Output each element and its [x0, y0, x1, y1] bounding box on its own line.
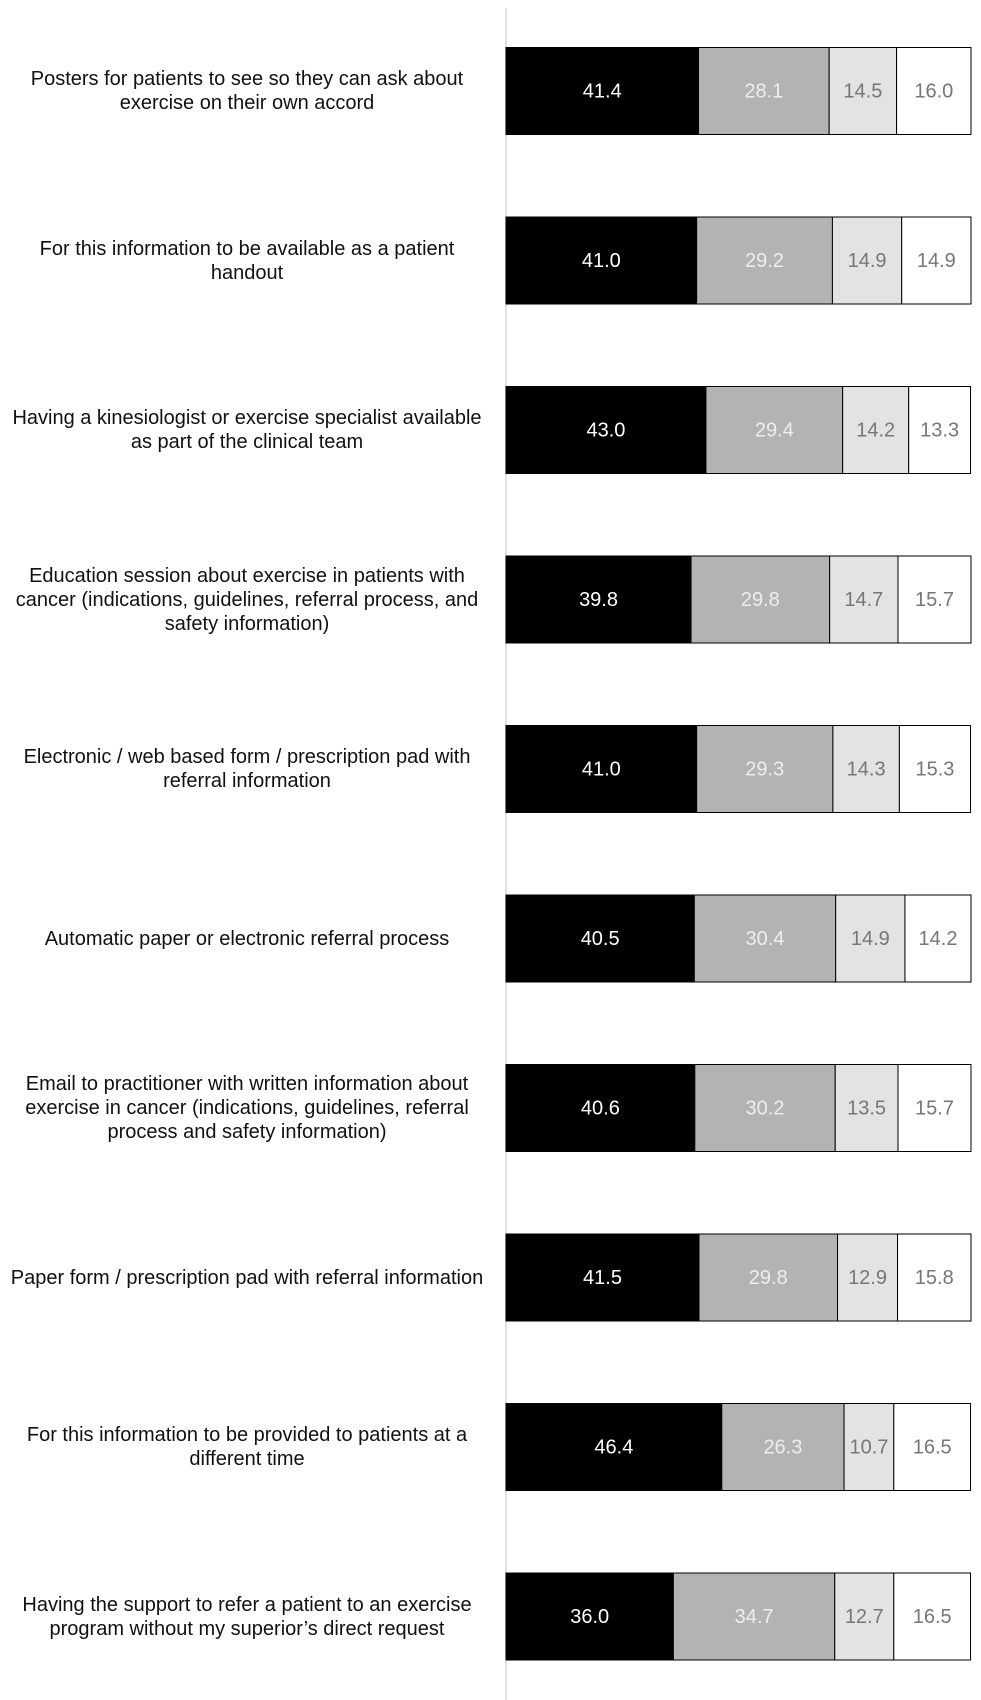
- bar-segment: [698, 1233, 839, 1322]
- bar-segment: [842, 386, 910, 474]
- value-label: 43.0: [587, 419, 626, 441]
- value-label: 15.3: [915, 758, 954, 780]
- bar-segment: [505, 216, 698, 305]
- value-label: 15.8: [915, 1267, 954, 1289]
- bar-segment: [901, 216, 972, 305]
- value-label: 41.0: [582, 758, 621, 780]
- category-label: Email to practitioner with written infor…: [25, 1073, 469, 1143]
- bar-segment: [505, 894, 695, 983]
- category-label: For this information to be provided to p…: [26, 1424, 468, 1470]
- bar-segment: [897, 1233, 972, 1322]
- bar-segment: [698, 47, 830, 135]
- bar-segment: [694, 1064, 836, 1152]
- value-label: 14.3: [847, 758, 886, 780]
- value-label: 34.7: [735, 1606, 774, 1628]
- bar-segment: [672, 1572, 836, 1661]
- value-label: 10.7: [849, 1436, 888, 1458]
- category-label: Having a kinesiologist or exercise speci…: [12, 407, 482, 453]
- value-label: 30.4: [746, 928, 785, 950]
- value-label: 40.6: [581, 1097, 620, 1119]
- bar-segment: [690, 555, 831, 644]
- value-label: 14.2: [856, 419, 895, 441]
- bar-segment: [828, 47, 898, 135]
- bar-segment: [505, 1403, 723, 1491]
- bar-segment: [897, 555, 972, 644]
- bar-segment: [505, 386, 707, 474]
- bar-segment: [693, 894, 837, 983]
- bar-segment: [896, 47, 972, 135]
- value-label: 30.2: [746, 1097, 785, 1119]
- value-label: 15.7: [915, 1097, 954, 1119]
- value-label: 26.3: [763, 1436, 802, 1458]
- bar-segment: [829, 555, 899, 644]
- value-label: 41.5: [583, 1267, 622, 1289]
- value-label: 16.5: [913, 1436, 952, 1458]
- value-label: 29.3: [745, 758, 784, 780]
- bar-segment: [835, 894, 906, 983]
- value-label: 39.8: [579, 589, 618, 611]
- value-label: 29.4: [755, 419, 794, 441]
- value-label: 29.8: [749, 1267, 788, 1289]
- bar-segment: [893, 1403, 972, 1491]
- bar-segment: [705, 386, 844, 474]
- value-label: 14.2: [919, 928, 958, 950]
- value-label: 41.4: [583, 80, 622, 102]
- value-label: 12.9: [848, 1267, 887, 1289]
- value-label: 12.7: [845, 1606, 884, 1628]
- bar-segment: [696, 216, 833, 305]
- bar-segment: [832, 725, 900, 813]
- bar-segment: [834, 1064, 899, 1152]
- value-label: 14.9: [917, 250, 956, 272]
- value-label: 46.4: [594, 1436, 633, 1458]
- value-label: 28.1: [744, 80, 783, 102]
- bar-segment: [505, 555, 692, 644]
- value-label: 14.9: [851, 928, 890, 950]
- category-label: Having the support to refer a patient to…: [22, 1593, 472, 1640]
- value-label: 15.7: [915, 589, 954, 611]
- value-label: 14.9: [848, 250, 887, 272]
- value-label: 29.2: [745, 250, 784, 272]
- bar-segment: [721, 1403, 845, 1491]
- value-label: 14.7: [844, 589, 883, 611]
- category-label: Education session about exercise in pati…: [15, 564, 479, 635]
- category-label: For this information to be available as …: [39, 237, 455, 284]
- bar-segment: [696, 725, 834, 813]
- value-label: 36.0: [570, 1606, 609, 1628]
- bar-segment: [904, 894, 972, 983]
- value-label: 16.0: [914, 80, 953, 102]
- value-label: 16.5: [913, 1606, 952, 1628]
- bar-segment: [505, 1233, 700, 1322]
- bar-segment: [837, 1233, 899, 1322]
- value-label: 29.8: [741, 589, 780, 611]
- bar-segment: [908, 386, 972, 474]
- category-label: Posters for patients to see so they can …: [30, 68, 464, 114]
- category-label: Automatic paper or electronic referral p…: [44, 927, 450, 950]
- category-label: Electronic / web based form / prescripti…: [23, 746, 471, 792]
- value-label: 40.5: [581, 928, 620, 950]
- bar-segment: [831, 216, 903, 305]
- value-label: 13.5: [847, 1097, 886, 1119]
- bar-segment: [897, 1064, 972, 1152]
- bar-segment: [843, 1403, 895, 1491]
- bar-segment: [505, 47, 700, 135]
- value-label: 41.0: [582, 250, 621, 272]
- category-label: Paper form / prescription pad with refer…: [10, 1266, 484, 1289]
- value-label: 14.5: [843, 80, 882, 102]
- value-label: 13.3: [920, 419, 959, 441]
- bar-segment: [893, 1572, 972, 1661]
- bar-segment: [898, 725, 972, 813]
